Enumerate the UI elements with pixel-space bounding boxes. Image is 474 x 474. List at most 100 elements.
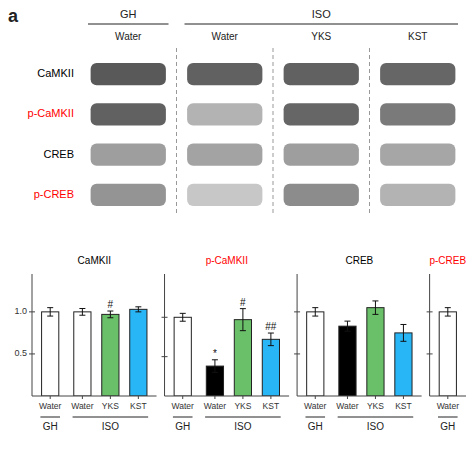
panel-title: p-CaMKII [206,255,248,266]
panel-title: CREB [345,255,373,266]
y-axis-line [32,274,33,396]
x-tick-label: Water [336,401,359,411]
blot-band [187,184,262,206]
x-tick-label: Water [172,401,195,411]
panel-title: CaMKII [78,255,111,266]
x-tick-label: Water [39,401,62,411]
x-tick-label: Water [304,401,327,411]
row-label: p-CaMKII [28,107,74,119]
group-label: GH [175,421,190,432]
x-tick [447,396,448,399]
bar [130,309,147,396]
lane-separator [176,48,177,215]
y-tick-label: 0.5 [14,348,27,358]
blot-panel: aGHISOWaterWaterYKSKSTCaMKIIp-CaMKIICREB… [8,6,458,215]
group-line [173,417,193,418]
y-axis-line [429,274,430,396]
error-bar [240,309,246,331]
blot-band [380,144,455,166]
error-bar [372,301,378,314]
y-axis-line [164,274,165,396]
y-tick [29,311,35,312]
y-tick [162,356,168,357]
x-tick-label: Water [204,401,227,411]
y-tick [29,353,35,354]
bar [367,308,384,396]
x-tick [110,396,111,399]
lane-separator [369,48,370,215]
y-tick [294,311,300,312]
annotation: # [108,299,114,310]
x-tick [403,396,404,399]
group-line [40,417,60,418]
y-tick [294,353,300,354]
error-bar [135,307,141,312]
bar [262,339,279,396]
blot-band [91,144,166,166]
group-label: ISO [102,421,119,432]
bar-marks [307,301,412,396]
blot-band [91,103,166,125]
bar [102,314,119,396]
group-label: GH [308,421,323,432]
blot-band [284,144,359,166]
figure: CaMKII0.51.0#WaterWaterYKSKSTGHISOp-CaMK… [0,0,474,474]
group-label: ISO [312,8,331,20]
blot-band [380,103,455,125]
error-bar [79,308,85,315]
bar-marks [174,309,279,396]
group-label: GH [120,8,137,20]
y-tick [162,317,168,318]
y-axis-line [297,274,298,396]
blot-band [284,63,359,85]
group-line [88,24,169,25]
group-line [205,417,281,418]
x-tick-label: YKS [102,401,119,411]
panel-label: a [8,6,19,26]
group-label: GH [43,421,58,432]
bar-marks [42,307,147,396]
x-tick-label: KST [130,401,147,411]
group-line [438,417,458,418]
error-bar [445,308,451,316]
blot-band [284,184,359,206]
bar-panel: CaMKII0.51.0#WaterWaterYKSKSTGHISO [14,255,156,432]
group-label: ISO [367,421,384,432]
row-label: p-CREB [34,188,74,200]
error-bar [400,324,406,341]
x-tick [50,396,51,399]
blot-band [380,63,455,85]
error-bar [47,308,53,316]
bar [174,317,191,396]
blot-band [187,103,262,125]
x-tick-label: KST [395,401,412,411]
error-bar [312,308,318,316]
blot-band [380,184,455,206]
x-tick [375,396,376,399]
x-tick [270,396,271,399]
error-bar [344,321,350,331]
row-label: CaMKII [37,67,74,79]
x-tick [138,396,139,399]
error-bar [268,333,274,346]
bar [395,333,412,396]
group-line [185,24,459,25]
x-tick-label: KST [263,401,280,411]
x-tick [82,396,83,399]
x-tick [242,396,243,399]
row-label: CREB [43,148,74,160]
blot-band [91,63,166,85]
error-bar [107,311,113,318]
lane-label: YKS [311,31,331,42]
x-tick-label: YKS [367,401,384,411]
y-tick [427,311,433,312]
lane-label: Water [212,31,239,42]
bar-marks [439,308,456,396]
blot-band [187,63,262,85]
panel-title: p-CREB [429,255,466,266]
lane-separator [273,48,274,215]
bar [439,312,456,396]
x-tick [214,396,215,399]
blot-band [187,144,262,166]
annotation: ## [265,321,277,332]
